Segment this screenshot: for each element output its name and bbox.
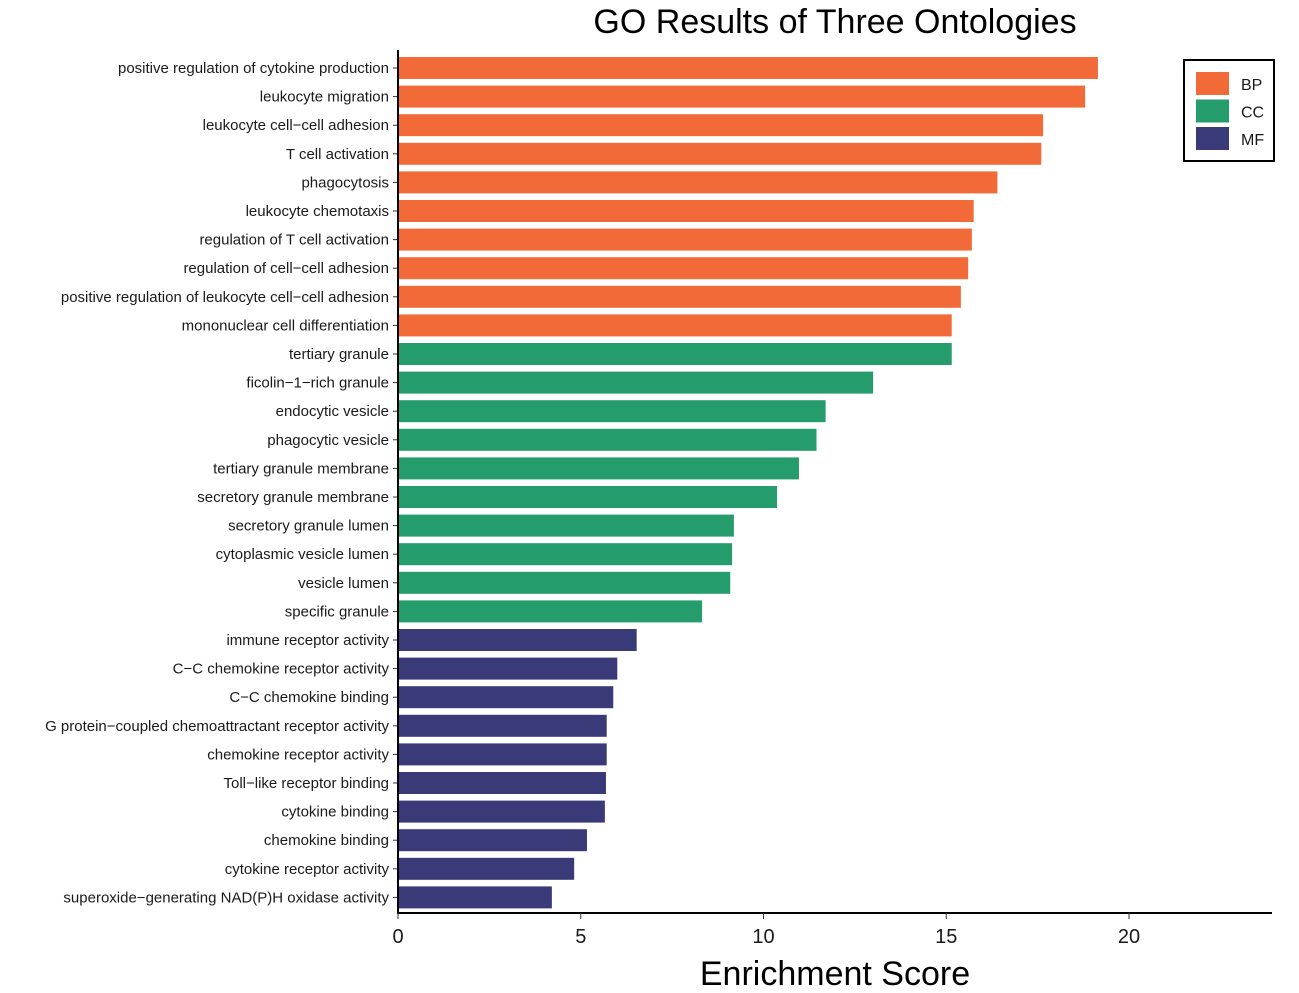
bar-cc [398, 457, 799, 480]
bar-bp [398, 142, 1042, 165]
bar-cc [398, 514, 734, 537]
category-label: cytokine binding [281, 804, 389, 821]
category-label: cytokine receptor activity [225, 861, 390, 878]
category-label: C−C chemokine binding [229, 689, 389, 706]
category-label: chemokine binding [264, 832, 389, 849]
x-tick-label: 10 [752, 926, 774, 948]
bar-mf [398, 772, 606, 794]
category-label: cytoplasmic vesicle lumen [216, 546, 389, 563]
legend-label-cc: CC [1241, 105, 1264, 122]
category-label: G protein−coupled chemoattractant recept… [45, 718, 389, 735]
category-label: leukocyte chemotaxis [246, 203, 389, 220]
bar-mf [398, 743, 607, 766]
category-label: chemokine receptor activity [207, 746, 389, 763]
category-labels: positive regulation of cytokine producti… [45, 60, 398, 906]
x-tick-label: 20 [1118, 926, 1140, 948]
category-label: specific granule [285, 603, 389, 620]
bar-mf [398, 886, 552, 909]
x-tick-label: 15 [935, 926, 957, 948]
x-tick-label: 5 [575, 926, 586, 948]
category-label: superoxide−generating NAD(P)H oxidase ac… [63, 889, 389, 906]
category-label: leukocyte cell−cell adhesion [203, 117, 389, 134]
category-label: mononuclear cell differentiation [182, 317, 389, 334]
bar-mf [398, 829, 587, 852]
x-axis-label: Enrichment Score [700, 955, 970, 993]
legend-label-mf: MF [1241, 132, 1264, 149]
x-tick-label: 0 [392, 926, 403, 948]
category-label: phagocytic vesicle [267, 432, 389, 449]
bar-cc [398, 428, 817, 451]
bar-cc [398, 400, 826, 423]
bar-bp [398, 57, 1098, 79]
bar-cc [398, 343, 952, 365]
bar-bp [398, 285, 961, 308]
bar-mf [398, 857, 575, 880]
category-label: immune receptor activity [226, 632, 389, 649]
category-label: secretory granule membrane [197, 489, 389, 506]
bar-bp [398, 257, 969, 280]
legend-label-bp: BP [1241, 77, 1262, 94]
bar-bp [398, 200, 974, 222]
bar-cc [398, 600, 703, 623]
bar-mf [398, 714, 607, 737]
category-label: positive regulation of cytokine producti… [118, 60, 389, 77]
category-label: ficolin−1−rich granule [246, 375, 389, 392]
category-label: Toll−like receptor binding [223, 775, 389, 792]
legend-swatch-bp [1196, 72, 1229, 95]
category-label: endocytic vesicle [276, 403, 389, 420]
category-label: tertiary granule [289, 346, 389, 363]
bar-mf [398, 800, 605, 823]
bar-bp [398, 228, 972, 251]
bar-bp [398, 114, 1044, 137]
category-label: tertiary granule membrane [213, 460, 389, 477]
legend-swatch-cc [1196, 99, 1229, 123]
category-label: C−C chemokine receptor activity [173, 661, 390, 678]
category-label: phagocytosis [301, 174, 389, 191]
bar-cc [398, 543, 733, 566]
category-label: regulation of cell−cell adhesion [183, 260, 389, 277]
chart-title: GO Results of Three Ontologies [593, 3, 1076, 41]
bar-mf [398, 686, 614, 709]
bar-bp [398, 85, 1086, 108]
bar-cc [398, 571, 731, 594]
bar-cc [398, 486, 778, 508]
category-label: regulation of T cell activation [199, 232, 389, 249]
bar-cc [398, 371, 874, 394]
bar-mf [398, 657, 618, 680]
bar-bp [398, 171, 998, 194]
legend-swatch-mf [1196, 127, 1229, 150]
legend: BP CC MF [1183, 59, 1275, 162]
category-label: T cell activation [286, 146, 389, 163]
category-label: positive regulation of leukocyte cell−ce… [61, 289, 389, 306]
category-label: vesicle lumen [298, 575, 389, 592]
bar-mf [398, 629, 637, 651]
category-label: leukocyte migration [260, 89, 389, 106]
bar-bp [398, 314, 952, 337]
x-ticks: 0 5 10 15 20 [392, 913, 1140, 948]
bars-group [398, 57, 1098, 909]
category-label: secretory granule lumen [228, 518, 389, 535]
axes [397, 50, 1272, 914]
